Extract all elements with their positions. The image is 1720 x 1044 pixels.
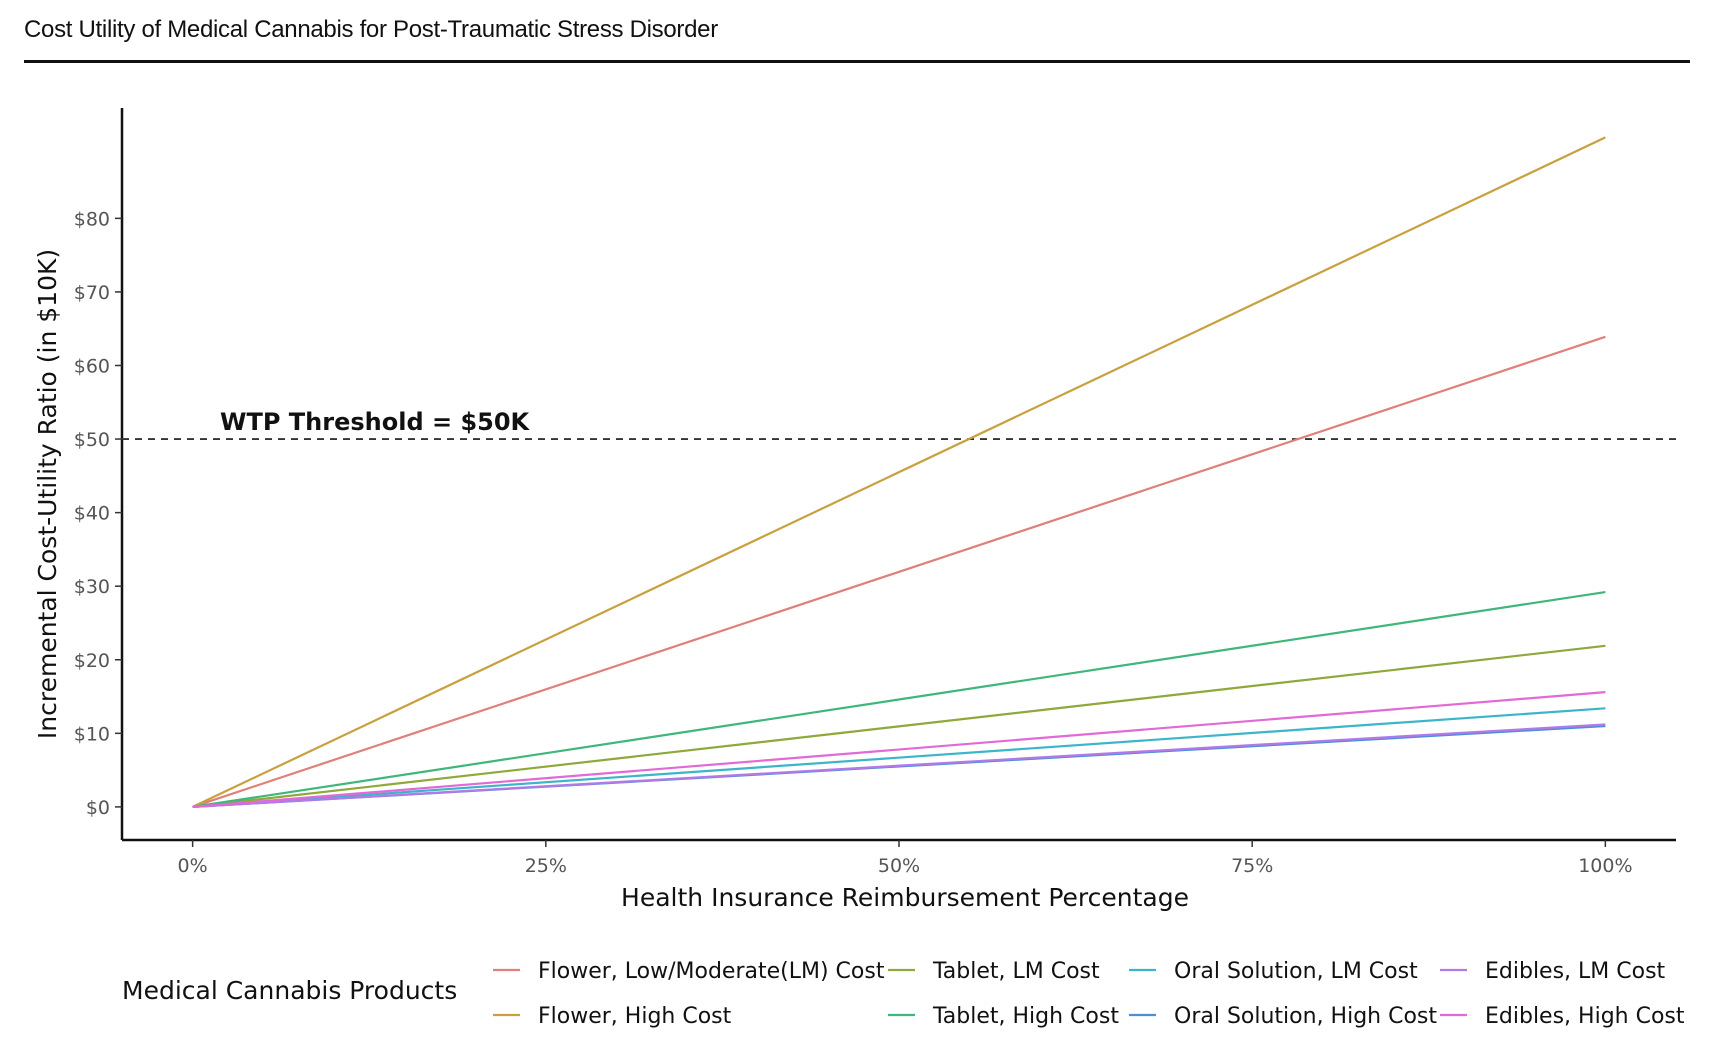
series-line [192,136,1606,808]
legend-label: Tablet, High Cost [932,1004,1119,1029]
y-tick-label: $20 [74,650,110,672]
page-header: Cost Utility of Medical Cannabis for Pos… [24,12,1690,63]
x-tick-label: 50% [878,855,920,877]
page-title: Cost Utility of Medical Cannabis for Pos… [24,16,718,43]
y-tick-label: $0 [86,797,110,819]
legend-label: Flower, Low/Moderate(LM) Cost [538,959,885,984]
y-tick-label: $70 [74,282,110,304]
y-tick-label: $60 [74,355,110,377]
axes: $0 $10 $20 $30 $40 $50 $60 $70 $80 0% 25% 50% 75% 100… [33,108,1676,912]
y-tick-label: $10 [74,723,110,745]
x-tick-label: 25% [525,855,567,877]
legend-label: Oral Solution, LM Cost [1174,959,1418,984]
series-line [192,335,1606,808]
legend-title: Medical Cannabis Products [122,976,457,1005]
series-line [192,590,1606,808]
series-line [192,644,1606,808]
legend: Medical Cannabis Products Flower, Low/Mod… [122,959,1685,1029]
legend-label: Oral Solution, High Cost [1174,1004,1437,1029]
legend-label: Flower, High Cost [538,1004,732,1029]
legend-label: Edibles, High Cost [1485,1004,1685,1029]
x-axis-title: Health Insurance Reimbursement Percentag… [621,883,1189,912]
y-tick-label: $50 [74,429,110,451]
series-line [192,723,1606,808]
x-tick-label: 75% [1231,855,1273,877]
series-line [192,707,1606,808]
x-tick-label: 100% [1578,855,1632,877]
legend-label: Tablet, LM Cost [932,959,1100,984]
series-line [192,691,1606,808]
y-tick-label: $30 [74,576,110,598]
legend-label: Edibles, LM Cost [1485,959,1666,984]
wtp-threshold-label: WTP Threshold = $50K [220,408,531,436]
y-tick-label: $80 [74,208,110,230]
y-axis-title: Incremental Cost-Utility Ratio (in $10K) [33,249,62,739]
series-lines: WTP Threshold = $50K [122,136,1676,808]
x-tick-label: 0% [178,855,208,877]
y-tick-label: $40 [74,503,110,525]
